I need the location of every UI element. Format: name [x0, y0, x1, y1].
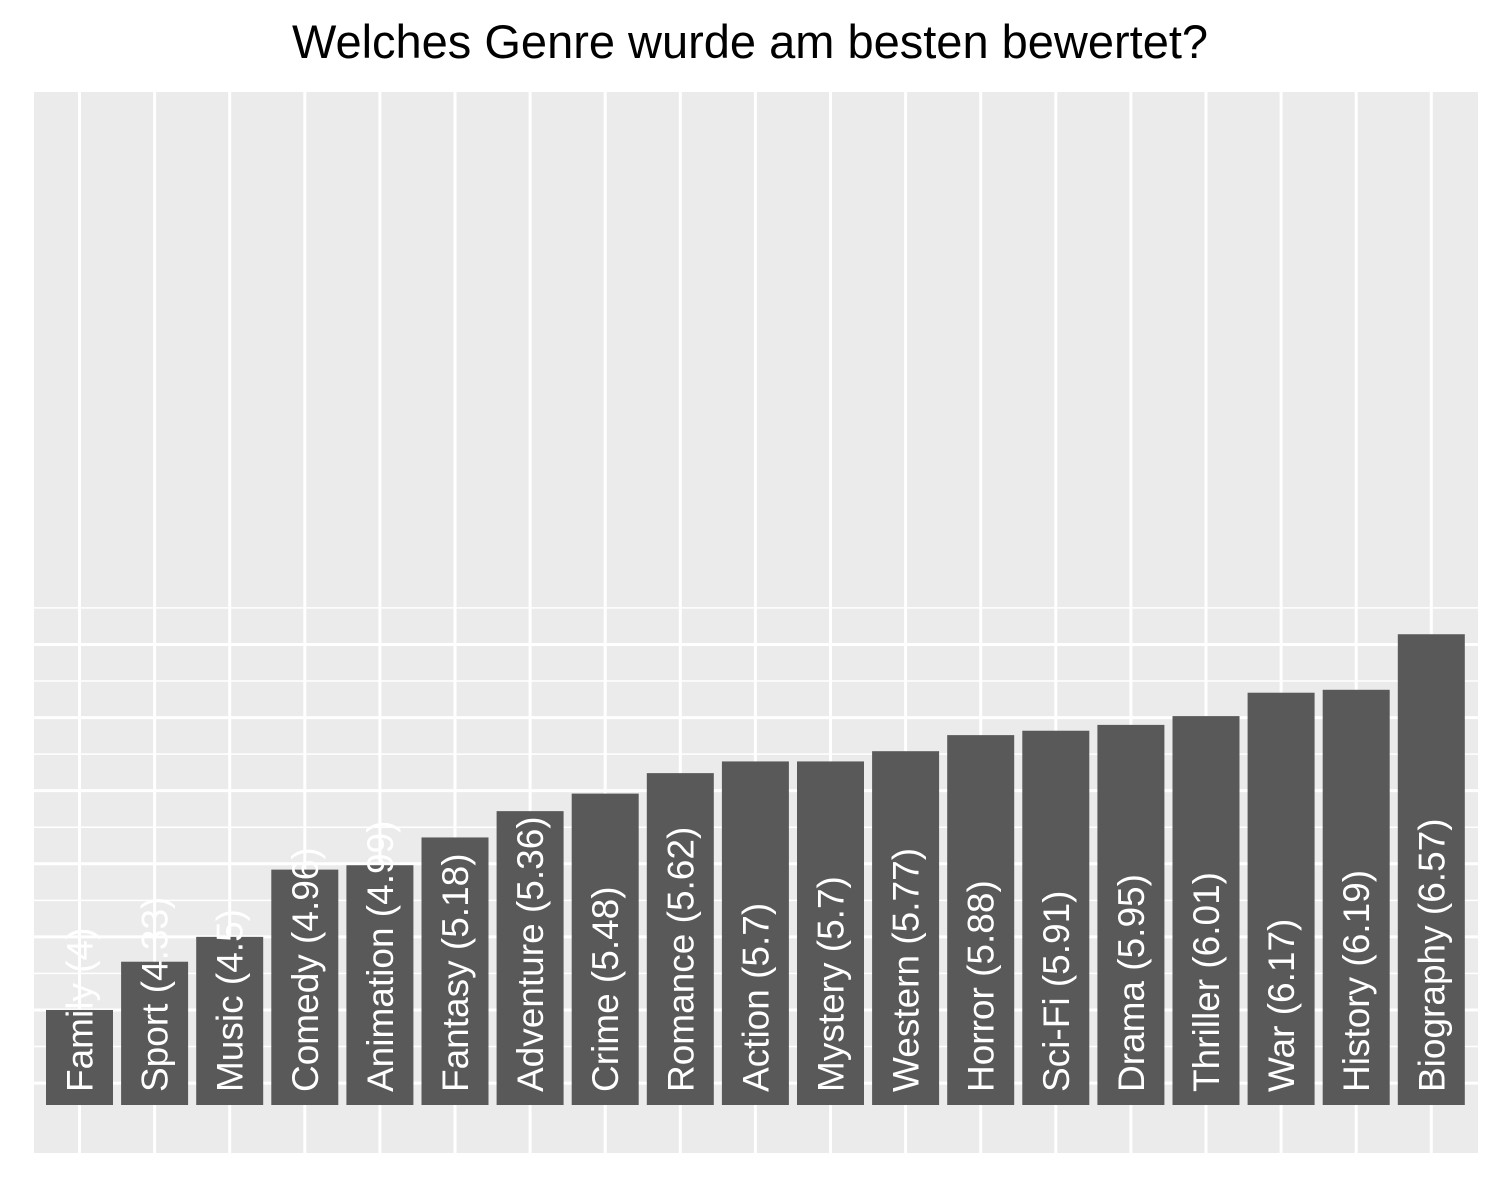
bar-drama	[1097, 724, 1165, 1105]
bar-comedy	[271, 869, 339, 1105]
bar-war	[1247, 692, 1315, 1105]
bar-label: Romance (5.62)	[660, 827, 701, 1092]
bar-label: Thriller (6.01)	[1186, 872, 1227, 1092]
bar-adventure	[496, 811, 564, 1105]
bar-family	[46, 1009, 113, 1105]
bar-label: Sport (4.33)	[135, 897, 176, 1092]
bar-sport	[121, 961, 189, 1105]
bar-label: Fantasy (5.18)	[435, 853, 476, 1092]
bar-music	[196, 936, 264, 1105]
bar-label: Mystery (5.7)	[811, 876, 852, 1092]
chart-title: Welches Genre wurde am besten bewertet?	[291, 15, 1209, 68]
bar-horror	[947, 735, 1015, 1105]
bar-biography	[1397, 634, 1465, 1105]
bar-crime	[571, 793, 639, 1105]
bar-label: Horror (5.88)	[961, 880, 1002, 1092]
bar-labels: Family (4) Sport (4.33) Music (4.5) Comedy …	[60, 816, 1453, 1092]
bar-label: Family (4)	[60, 928, 101, 1092]
bar-label: Action (5.7)	[735, 903, 776, 1092]
bar-label: Drama (5.95)	[1111, 874, 1152, 1092]
bar-label: Biography (6.57)	[1411, 818, 1452, 1092]
bar-mystery	[797, 761, 864, 1105]
bar-western	[872, 751, 940, 1105]
bar-label: Crime (5.48)	[585, 886, 626, 1092]
bar-label: Western (5.77)	[886, 848, 927, 1092]
bar-animation	[346, 865, 414, 1105]
bar-romance	[646, 773, 714, 1105]
bar-history	[1322, 689, 1390, 1105]
bars	[46, 634, 1465, 1105]
bar-fantasy	[421, 837, 489, 1105]
bar-label: Music (4.5)	[210, 909, 251, 1092]
bar-label: Animation (4.99)	[360, 821, 401, 1092]
bar-thriller	[1172, 716, 1240, 1105]
bar-label: Adventure (5.36)	[510, 816, 551, 1092]
bar-label: Comedy (4.96)	[285, 847, 326, 1092]
bar-label: War (6.17)	[1261, 919, 1302, 1092]
bar-label: Sci-Fi (5.91)	[1036, 891, 1077, 1092]
bar-label: History (6.19)	[1336, 870, 1377, 1092]
bar-action	[721, 761, 789, 1105]
bar-sci-fi	[1022, 730, 1090, 1105]
